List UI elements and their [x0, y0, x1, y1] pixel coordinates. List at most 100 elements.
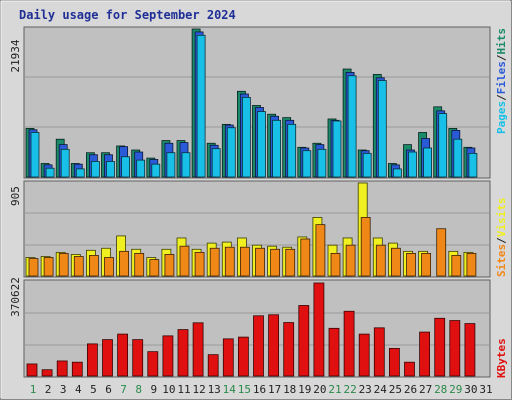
day-label: 8 — [135, 383, 142, 396]
day-label: 13 — [208, 383, 221, 396]
kbytes-kbytes-bar — [328, 327, 340, 377]
visits-sites-bar — [390, 247, 401, 277]
hits-pages-bar — [272, 119, 282, 178]
visits-sites-bar — [300, 238, 311, 277]
visits-max-label: 905 — [9, 186, 22, 206]
visits-panel: 905 — [9, 180, 491, 278]
day-label: 1 — [30, 383, 37, 396]
legend-entry-pages: Pages — [495, 101, 508, 134]
visits-sites-bar — [239, 246, 250, 277]
kbytes-kbytes-bar — [237, 336, 249, 377]
kbytes-kbytes-bar — [464, 323, 476, 377]
day-label: 15 — [238, 383, 251, 396]
day-label: 23 — [359, 383, 372, 396]
hits-pages-bar — [377, 80, 387, 178]
hits-pages-bar — [453, 138, 463, 178]
hits-pages-bar — [257, 111, 266, 178]
kbytes-kbytes-bar — [41, 369, 53, 377]
legend-entry-kbytes: KBytes — [495, 338, 508, 378]
day-label: 21 — [328, 383, 341, 396]
hits-legend: Pages/Files/Hits — [495, 28, 508, 134]
visits-sites-bar — [164, 254, 175, 277]
day-label: 7 — [120, 383, 127, 396]
kbytes-kbytes-bar — [162, 335, 174, 377]
kbytes-bars — [26, 282, 476, 377]
kbytes-max-label: 370622 — [9, 277, 22, 317]
day-label: 17 — [268, 383, 281, 396]
hits-pages-bar — [423, 147, 433, 178]
hits-pages-bar — [438, 113, 448, 178]
visits-sites-bar — [89, 255, 99, 277]
hits-pages-bar — [106, 161, 115, 178]
day-label: 4 — [75, 383, 82, 396]
kbytes-kbytes-bar — [192, 322, 204, 377]
hits-pages-bar — [91, 161, 100, 178]
kbytes-kbytes-bar — [283, 322, 295, 377]
hits-panel: 21934 — [9, 26, 491, 179]
visits-sites-bar — [43, 257, 54, 277]
visits-sites-bar — [270, 248, 281, 277]
visits-sites-bar — [149, 259, 160, 277]
kbytes-kbytes-bar — [434, 317, 446, 377]
hits-pages-bar — [347, 75, 357, 178]
legend-text: Pages/Files/Hits — [495, 28, 508, 134]
kbytes-kbytes-bar — [222, 338, 234, 377]
hits-pages-bar — [332, 120, 342, 178]
kbytes-kbytes-bar — [419, 331, 431, 377]
day-label: 22 — [343, 383, 356, 396]
hits-bars — [25, 28, 478, 178]
hits-pages-bar — [196, 34, 206, 178]
hits-max-label: 21934 — [9, 39, 22, 72]
visits-sites-bar — [179, 245, 190, 277]
visits-sites-bar — [330, 252, 341, 277]
kbytes-kbytes-bar — [87, 343, 98, 377]
legend-separator: / — [495, 94, 508, 101]
visits-sites-bar — [421, 252, 432, 277]
visits-sites-bar — [28, 258, 39, 277]
visits-sites-bar — [466, 252, 477, 277]
day-label: 14 — [223, 383, 237, 396]
visits-sites-bar — [73, 256, 84, 277]
legend-text: KBytes — [495, 338, 508, 378]
day-label: 12 — [192, 383, 205, 396]
legend-separator: / — [495, 237, 508, 244]
hits-pages-bar — [121, 156, 130, 178]
visits-bars — [25, 182, 477, 277]
hits-pages-bar — [362, 152, 372, 178]
hits-pages-bar — [317, 148, 327, 178]
visits-sites-bar — [375, 244, 386, 277]
kbytes-kbytes-bar — [449, 320, 461, 377]
kbytes-kbytes-bar — [313, 282, 325, 377]
day-label: 3 — [60, 383, 67, 396]
day-label: 20 — [313, 383, 326, 396]
day-label: 27 — [419, 383, 432, 396]
day-label: 18 — [283, 383, 296, 396]
hits-pages-bar — [30, 132, 40, 178]
day-label: 28 — [434, 383, 447, 396]
hits-pages-bar — [166, 152, 176, 178]
chart-title: Daily usage for September 2024 — [19, 8, 236, 22]
day-label: 10 — [162, 383, 175, 396]
day-label: 16 — [253, 383, 266, 396]
kbytes-panel: 370622 — [9, 277, 491, 378]
hits-pages-bar — [181, 152, 191, 178]
visits-sites-bar — [104, 257, 114, 277]
visits-sites-bar — [119, 250, 129, 277]
kbytes-kbytes-bar — [26, 363, 38, 377]
hits-pages-bar — [45, 167, 55, 178]
kbytes-kbytes-bar — [102, 339, 113, 377]
day-label: 2 — [45, 383, 52, 396]
kbytes-kbytes-bar — [117, 333, 128, 377]
day-label: 24 — [374, 383, 388, 396]
legend-entry-files: Files — [495, 61, 508, 94]
visits-sites-bar — [209, 247, 220, 277]
kbytes-kbytes-bar — [358, 333, 370, 377]
legend-text: Sites/Visits — [495, 198, 508, 278]
visits-sites-bar — [345, 244, 356, 277]
day-labels: 1 2 3 4 5 6 7 8 9 10 11 12 13 14 15 16 17 18 19 20 21 22 23 24 2… — [30, 383, 493, 396]
visits-sites-bar — [285, 248, 296, 277]
day-label: 26 — [404, 383, 417, 396]
day-label: 30 — [464, 383, 477, 396]
legend-entry-visits: Visits — [495, 198, 508, 238]
day-label: 31 — [479, 383, 492, 396]
